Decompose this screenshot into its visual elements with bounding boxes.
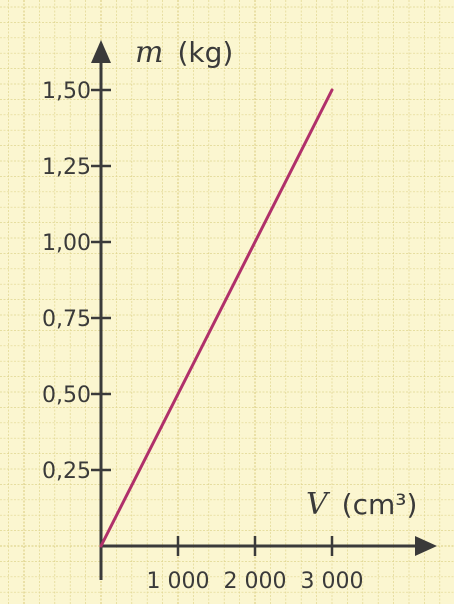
x-tick-label: 3 000: [301, 569, 364, 594]
y-tick-label: 0,75: [42, 307, 91, 332]
x-axis-label-unit: (cm³): [342, 488, 418, 521]
y-tick-label: 1,50: [42, 79, 91, 104]
series: [99, 88, 334, 548]
y-tick-label: 1,00: [42, 231, 91, 256]
y-axis-label-unit: (kg): [177, 36, 233, 69]
y-axis-label: m (kg): [135, 35, 233, 70]
axes: [91, 40, 437, 580]
x-tick-label: 1 000: [147, 569, 210, 594]
y-tick-label: 0,25: [42, 459, 91, 484]
y-tick-label: 1,25: [42, 155, 91, 180]
y-axis-arrow-icon: [91, 40, 111, 63]
x-axis-arrow-icon: [415, 536, 437, 556]
ticks: 0,25 0,50 0,75 1,00 1,25 1,50 1 000 2 000 3 000: [42, 79, 363, 594]
x-axis-label-symbol: V: [306, 487, 331, 522]
x-tick-label: 2 000: [224, 569, 287, 594]
x-axis-label: V (cm³): [306, 487, 417, 522]
y-axis-label-symbol: m: [135, 35, 163, 70]
series-line: [99, 88, 334, 548]
y-tick-label: 0,50: [42, 383, 91, 408]
